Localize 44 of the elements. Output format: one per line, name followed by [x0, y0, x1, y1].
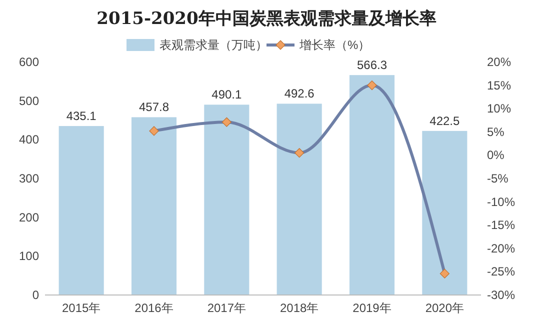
data-label: 457.8: [138, 100, 170, 114]
chart-title: 2015-2020年中国炭黑表观需求量及增长率: [96, 9, 436, 29]
data-label: 492.6: [284, 86, 315, 101]
x-tick-label: 2015年: [62, 301, 101, 315]
point: [294, 148, 304, 158]
bar: [349, 75, 395, 295]
y2-tick-label: 15%: [487, 78, 512, 92]
y-tick-label: 600: [18, 55, 40, 69]
y-tick-label: 200: [18, 210, 40, 224]
data-label: 566.3: [356, 58, 388, 72]
data-label: 490.1: [212, 88, 242, 102]
legend-label: 表观需求量（万吨）: [160, 38, 268, 52]
x-tick-label: 2019年: [352, 301, 392, 315]
bar: [276, 104, 322, 295]
bar: [58, 126, 104, 295]
y2-tick-label: 20%: [487, 55, 512, 69]
data-label: 422.5: [430, 114, 460, 128]
y2-tick-label: -5%: [487, 172, 509, 186]
bar: [131, 117, 177, 295]
y2-tick-label: -25%: [487, 264, 516, 279]
y2-tick-label: -10%: [487, 194, 516, 209]
point: [440, 268, 450, 278]
y-tick-label: 400: [18, 132, 40, 147]
bar: [422, 130, 468, 295]
y2-tick-label: 0%: [487, 148, 505, 162]
y-tick-label: 500: [18, 94, 40, 108]
legend-label: 增长率（%）: [298, 38, 370, 52]
x-tick-label: 2020年: [425, 301, 464, 315]
point: [149, 126, 159, 136]
data-label: 435.1: [66, 109, 97, 124]
x-tick-label: 2017年: [207, 301, 246, 315]
y2-tick-label: 5%: [487, 124, 505, 139]
x-tick-label: 2016年: [134, 301, 174, 315]
point: [222, 117, 232, 127]
point: [367, 80, 377, 90]
y2-tick-label: -15%: [487, 218, 516, 232]
y-tick-label: 0: [32, 288, 40, 302]
y2-tick-label: -30%: [487, 288, 516, 302]
y-tick-label: 100: [18, 249, 40, 264]
y2-tick-label: 10%: [487, 102, 512, 116]
y-tick-label: 300: [18, 172, 40, 186]
bar: [204, 104, 250, 295]
y2-tick-label: -20%: [487, 241, 516, 256]
x-tick-label: 2018年: [280, 301, 319, 315]
